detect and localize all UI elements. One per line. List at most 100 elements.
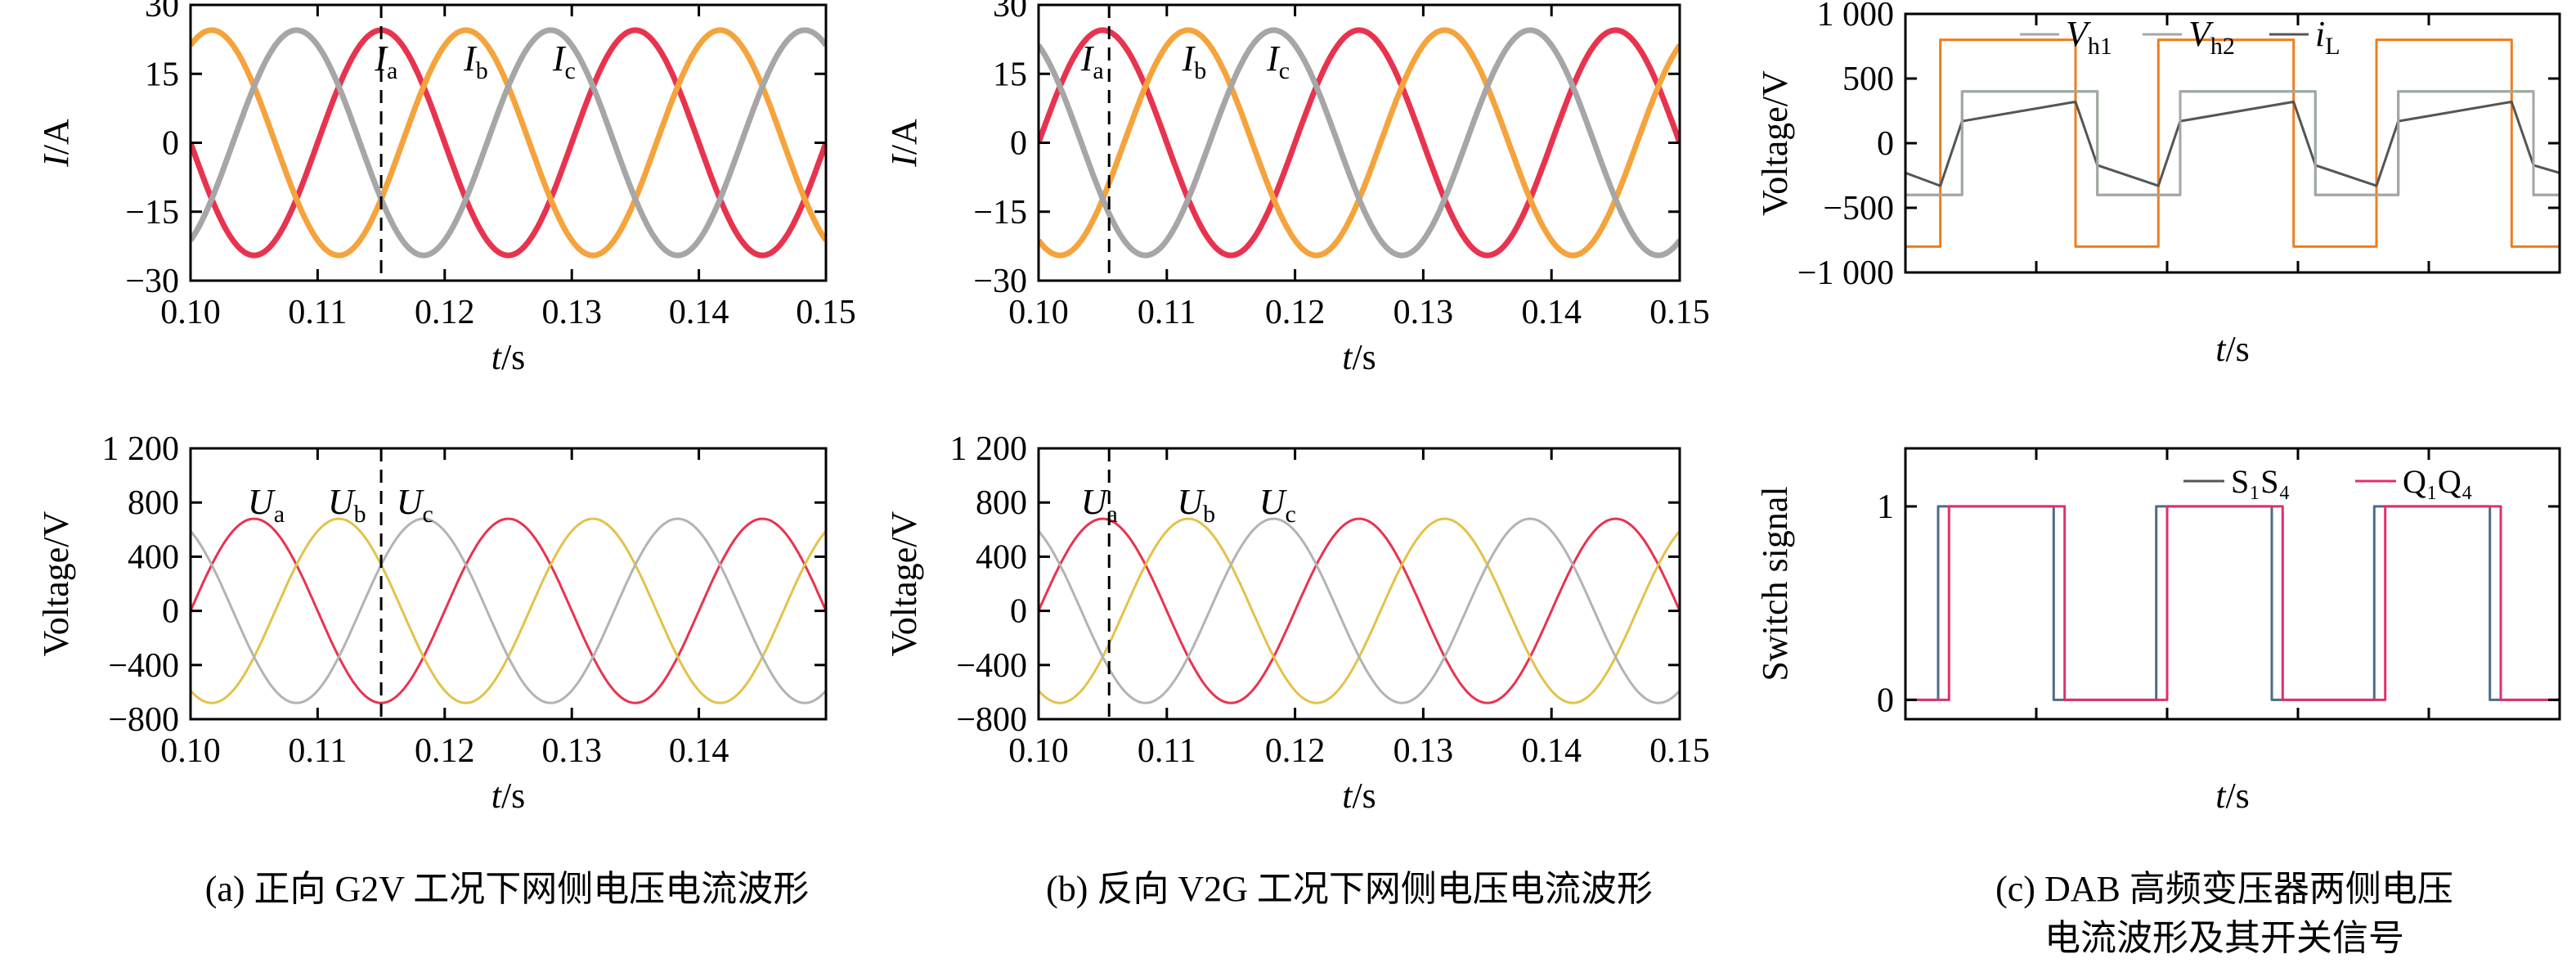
y-tick-label: −15	[125, 194, 179, 232]
chart-b-voltage: 0.10 0.11 0.12 0.13 0.14 0.15 1 200 800 400 0 −400…	[884, 430, 1710, 816]
series-annotation-ub: Ub	[328, 482, 366, 528]
series-annotation-ia: Ia	[1080, 38, 1104, 84]
legend-label-vh2: Vh2	[2188, 14, 2235, 60]
y-tick-label: 30	[145, 0, 179, 25]
series-ua	[191, 517, 826, 704]
y-tick-label: 400	[976, 538, 1027, 576]
series-vh2	[1905, 90, 2560, 196]
caption-b: (b) 反向 V2G 工况下网侧电压电流波形	[1046, 869, 1653, 909]
y-tick-label: 15	[145, 56, 179, 93]
series-vh2-overlay	[1905, 90, 2560, 196]
x-tick-label: 0.13	[1393, 294, 1454, 331]
y-tick-label: 400	[128, 538, 179, 576]
x-tick-label: 0.14	[1521, 294, 1582, 331]
axes-frame	[1037, 3, 1681, 282]
y-tick-label: −1 000	[1797, 254, 1894, 292]
series-annotation-ua: Ua	[1081, 482, 1118, 528]
x-tick-label: 0.11	[1138, 294, 1196, 331]
y-tick-label: 1 200	[102, 430, 180, 468]
series-annotation-ic: Ic	[552, 38, 576, 84]
x-tick-label: 0.11	[1138, 732, 1196, 770]
series-ia	[1039, 27, 1680, 259]
y-axis-label: Voltage/V	[36, 511, 76, 656]
series-annotation-uc: Uc	[397, 482, 433, 528]
series-ic	[1039, 27, 1680, 259]
series-uc	[191, 517, 826, 704]
y-tick-label: −800	[108, 701, 179, 739]
x-tick-label: 0.12	[415, 732, 475, 770]
x-tick-label: 0.10	[160, 732, 221, 770]
y-tick-label: 15	[993, 56, 1027, 93]
series-ic	[191, 27, 826, 259]
y-tick-label: −30	[973, 263, 1027, 300]
x-axis-label: t/s	[491, 337, 526, 377]
x-tick-label: 0.10	[1008, 294, 1069, 331]
y-tick-label: 1 000	[1817, 0, 1895, 34]
y-axis-label: I/A	[884, 119, 924, 168]
series-ua	[1039, 517, 1680, 704]
series-vh1	[1905, 38, 2560, 248]
axes-frame	[189, 3, 828, 282]
x-tick-label: 0.14	[1521, 732, 1582, 770]
y-tick-label: 0	[162, 593, 179, 631]
y-tick-label: 1 200	[950, 430, 1028, 468]
legend-label: Q₁Q₄	[2403, 463, 2473, 500]
series-annotation-ua: Ua	[248, 482, 285, 528]
series-annotation-ic: Ic	[1266, 38, 1290, 84]
caption-c-line1: (c) DAB 高频变压器两侧电压	[1995, 869, 2453, 909]
x-axis-label: t/s	[2215, 329, 2250, 369]
series-uc	[1039, 517, 1680, 704]
plot-area	[1905, 505, 2560, 701]
axes-frame	[1037, 447, 1681, 721]
y-tick-label: −400	[108, 647, 179, 685]
y-tick-label: 500	[1842, 61, 1894, 98]
series-annotation-ib: Ib	[1182, 38, 1207, 84]
y-tick-label: 0	[1010, 593, 1027, 631]
series-annotation-ib: Ib	[463, 38, 488, 84]
y-tick-label: −800	[956, 701, 1027, 739]
x-tick-label: 0.12	[415, 294, 475, 331]
series-annotation-ia: Ia	[374, 38, 397, 84]
y-axis-label: I/A	[36, 119, 76, 168]
legend-label-iL: iL	[2315, 14, 2340, 60]
y-tick-label: −500	[1823, 190, 1894, 227]
series-il	[1905, 100, 2560, 187]
y-tick-label: 0	[1877, 125, 1894, 163]
plot-area	[191, 27, 826, 259]
x-axis-label: t/s	[2215, 776, 2250, 816]
x-tick-label: 0.15	[1649, 294, 1710, 331]
chart-a-voltage: 0.10 0.11 0.12 0.13 0.14 1 200 800 400 0 −400 −800…	[36, 430, 828, 816]
x-axis-label: t/s	[1342, 776, 1376, 816]
y-tick-label: 0	[162, 125, 179, 163]
x-tick-label: 0.14	[669, 294, 729, 331]
caption-c-line2: 电流波形及其开关信号	[2044, 918, 2404, 958]
x-axis-label: t/s	[1342, 337, 1376, 377]
x-tick-label: 0.12	[1265, 732, 1326, 770]
caption-a: (a) 正向 G2V 工况下网侧电压电流波形	[204, 869, 810, 909]
series-annotation-uc: Uc	[1259, 482, 1296, 528]
x-tick-label: 0.13	[1393, 732, 1454, 770]
x-tick-label: 0.11	[288, 732, 347, 770]
y-tick-label: −15	[973, 194, 1027, 232]
axes-frame	[189, 447, 828, 721]
y-tick-label: 0	[1010, 125, 1027, 163]
x-tick-label: 0.15	[1649, 732, 1710, 770]
y-tick-label: −400	[956, 647, 1027, 685]
y-axis-label: Voltage/V	[1755, 70, 1795, 216]
plot-area	[1039, 27, 1680, 259]
chart-a-current: 0.10 0.11 0.12 0.13 0.14 0.15 30 15 0 −15 −30 t/s I/…	[36, 0, 856, 377]
x-tick-label: 0.11	[288, 294, 347, 331]
y-tick-label: 800	[128, 484, 179, 522]
legend-label-vh1: Vh1	[2066, 14, 2112, 60]
axes-frame	[1904, 447, 2561, 721]
plot-area	[191, 517, 826, 704]
x-tick-label: 0.10	[1008, 732, 1069, 770]
chart-c-switch: 1 0 t/s Switch signal S₁S₄ Q₁Q₄	[1755, 447, 2561, 816]
series-annotation-ub: Ub	[1177, 482, 1215, 528]
chart-b-current: 0.10 0.11 0.12 0.13 0.14 0.15 30 15 0 −15 −30 t/s I/…	[884, 0, 1710, 377]
x-tick-label: 0.13	[541, 294, 602, 331]
plot-area	[1905, 38, 2560, 248]
y-tick-label: 0	[1877, 682, 1894, 719]
y-tick-label: 800	[976, 484, 1027, 522]
